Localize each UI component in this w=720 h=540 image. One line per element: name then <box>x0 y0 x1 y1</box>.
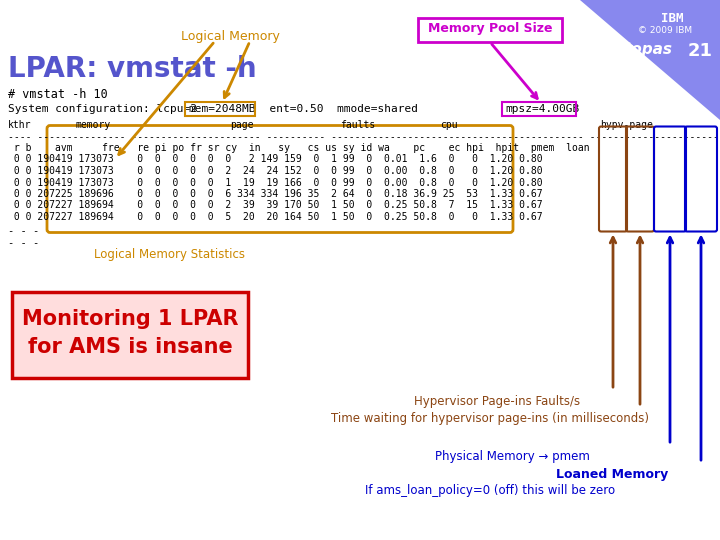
Text: 0 0 190419 173073    0  0  0  0  0  0   2 149 159  0  1 99  0  0.01  1.6  0   0 : 0 0 190419 173073 0 0 0 0 0 0 2 149 159 … <box>8 154 543 165</box>
Text: for AMS is insane: for AMS is insane <box>27 337 233 357</box>
Text: System configuration: lcpu=2: System configuration: lcpu=2 <box>8 104 210 114</box>
Polygon shape <box>580 0 720 120</box>
Text: LPAR: vmstat -h: LPAR: vmstat -h <box>8 55 256 83</box>
Text: mem=2048MB: mem=2048MB <box>188 104 256 114</box>
Text: faults: faults <box>340 120 375 130</box>
Text: - - -: - - - <box>8 238 40 248</box>
Text: 0 0 207227 189694    0  0  0  0  0  5  20  20 164 50  1 50  0  0.25 50.8  0   0 : 0 0 207227 189694 0 0 0 0 0 5 20 20 164 … <box>8 212 543 222</box>
Text: 0 0 190419 173073    0  0  0  0  0  1  19  19 166  0  0 99  0  0.00  0.8  0   0 : 0 0 190419 173073 0 0 0 0 0 1 19 19 166 … <box>8 178 543 187</box>
Text: Memory Pool Size: Memory Pool Size <box>428 22 552 35</box>
Text: 0 0 190419 173073    0  0  0  0  0  2  24  24 152  0  0 99  0  0.00  0.8  0   0 : 0 0 190419 173073 0 0 0 0 0 2 24 24 152 … <box>8 166 543 176</box>
Text: r b    avm     fre   re pi po fr sr cy  in   sy   cs us sy id wa    pc    ec hpi: r b avm fre re pi po fr sr cy in sy cs u… <box>8 143 590 153</box>
Text: page: page <box>230 120 253 130</box>
Text: - - -: - - - <box>8 226 40 237</box>
Text: topas: topas <box>624 42 672 57</box>
Text: memory: memory <box>75 120 110 130</box>
Text: Logical Memory Statistics: Logical Memory Statistics <box>94 248 246 261</box>
Text: 0 0 207225 189696    0  0  0  0  0  6 334 334 196 35  2 64  0  0.18 36.9 25  53 : 0 0 207225 189696 0 0 0 0 0 6 334 334 19… <box>8 189 543 199</box>
Text: Loaned Memory: Loaned Memory <box>556 468 668 481</box>
Text: 0 0 207227 189694    0  0  0  0  0  2  39  39 170 50  1 50  0  0.25 50.8  7  15 : 0 0 207227 189694 0 0 0 0 0 2 39 39 170 … <box>8 200 543 211</box>
Text: © 2009 IBM: © 2009 IBM <box>638 26 692 35</box>
Text: hypv-page: hypv-page <box>600 120 653 130</box>
Text: mpsz=4.00GB: mpsz=4.00GB <box>505 104 580 114</box>
Text: Monitoring 1 LPAR: Monitoring 1 LPAR <box>22 309 238 329</box>
Text: Logical Memory: Logical Memory <box>181 30 279 43</box>
Text: Time waiting for hypervisor page-ins (in milliseconds): Time waiting for hypervisor page-ins (in… <box>331 412 649 425</box>
FancyBboxPatch shape <box>12 292 248 378</box>
Text: cpu: cpu <box>440 120 458 130</box>
Text: # vmstat -h 10: # vmstat -h 10 <box>8 88 108 101</box>
Text: Hypervisor Page-ins Faults/s: Hypervisor Page-ins Faults/s <box>414 395 580 408</box>
Text: ---- --------------- ---------------------- ---------- -------------------------: ---- --------------- -------------------… <box>8 132 720 141</box>
Text: Physical Memory → pmem: Physical Memory → pmem <box>435 450 590 463</box>
Text: ent=0.50  mmode=shared: ent=0.50 mmode=shared <box>256 104 431 114</box>
Text: 21: 21 <box>688 42 713 60</box>
Text: IBM: IBM <box>661 12 683 25</box>
Text: If ams_loan_policy=0 (off) this will be zero: If ams_loan_policy=0 (off) this will be … <box>365 484 615 497</box>
Text: kthr: kthr <box>8 120 32 130</box>
